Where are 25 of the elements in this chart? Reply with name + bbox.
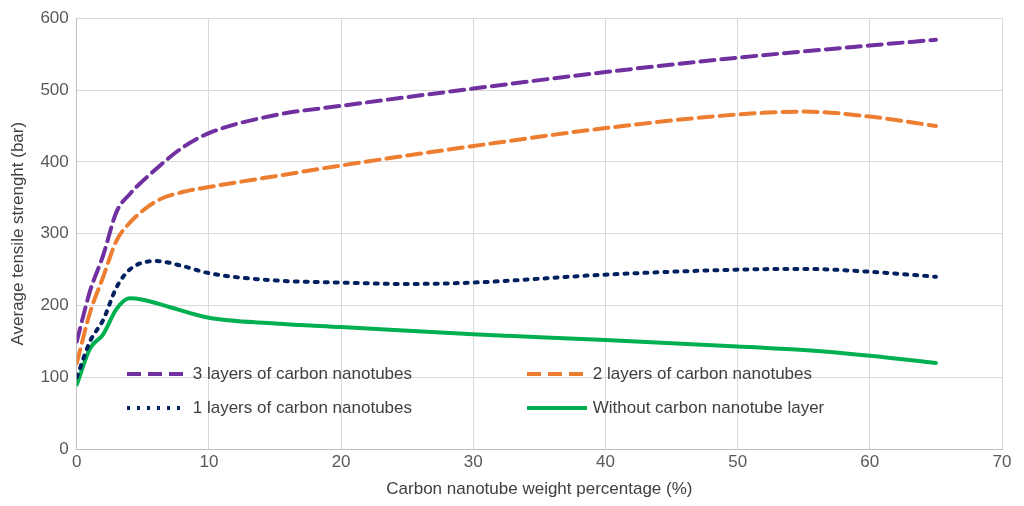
line-series xyxy=(76,296,938,387)
x-tick-label: 20 xyxy=(331,452,351,472)
x-tick-label: 30 xyxy=(463,452,483,472)
x-tick-label: 60 xyxy=(860,452,880,472)
x-tick-label: 40 xyxy=(596,452,615,472)
x-tick-label: 10 xyxy=(199,452,219,472)
legend-label: 3 layers of carbon nanotubes xyxy=(192,364,413,385)
legend-label: 2 layers of carbon nanotubes xyxy=(592,364,813,385)
legend-label: 1 layers of carbon nanotubes xyxy=(192,398,413,419)
x-axis-title: Carbon nanotube weight percentage (%) xyxy=(386,479,693,499)
y-axis-title: Average tensile strenght (bar) xyxy=(7,121,27,346)
line-series xyxy=(76,37,938,344)
x-tick-label: 0 xyxy=(72,452,82,472)
x-tick-label: 70 xyxy=(992,452,1012,472)
y-tick-label: 300 xyxy=(40,223,69,243)
y-tick-label: 600 xyxy=(40,7,69,27)
y-tick-label: 0 xyxy=(59,438,69,458)
y-tick-label: 200 xyxy=(40,295,69,315)
legend-label: Without carbon nanotube layer xyxy=(592,398,825,419)
x-tick-label: 50 xyxy=(728,452,748,472)
y-tick-label: 100 xyxy=(40,367,69,387)
line-series xyxy=(76,259,938,380)
line-series xyxy=(76,109,938,365)
y-tick-label: 500 xyxy=(40,79,69,99)
y-tick-label: 400 xyxy=(40,151,69,171)
